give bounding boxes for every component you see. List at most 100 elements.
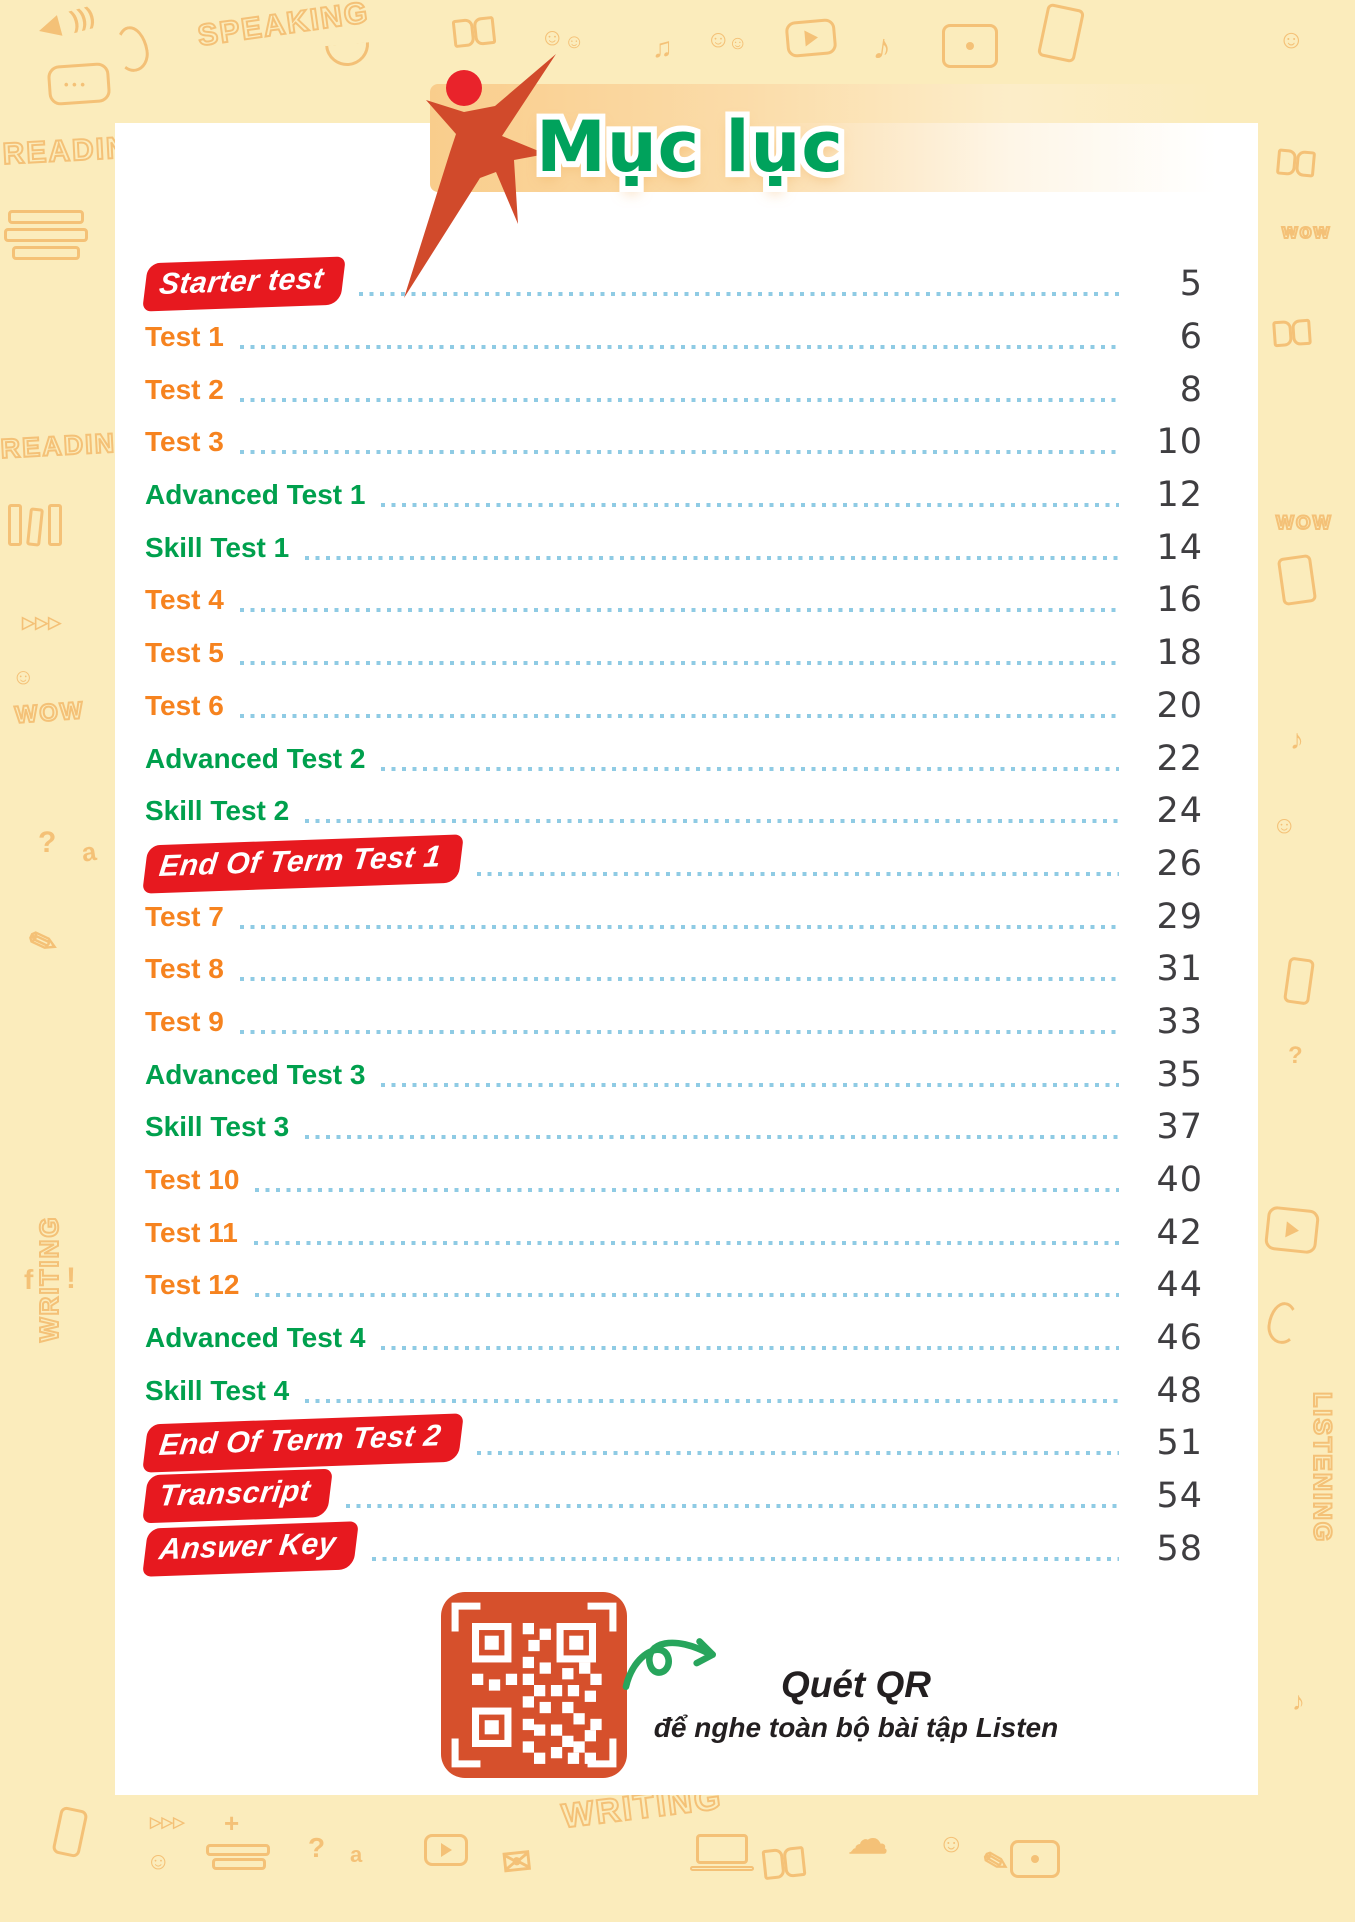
dotted-leader [239,608,1119,613]
doodle-word-writing: WRITING [33,1214,65,1343]
dotted-leader [476,871,1119,876]
curly-arrow-icon [622,1638,717,1690]
toc-page-number: 6 [1179,317,1203,358]
dotted-leader [305,1398,1119,1403]
toc-item-label: Advanced Test 2 [145,742,366,774]
toc-row: Test 2 8 [145,363,1203,416]
doodle-word-wow: WOW [13,696,87,730]
doodle-word-wow: WOW [1275,513,1333,534]
dotted-leader [239,977,1119,982]
toc-row: Test 1 6 [145,311,1203,364]
toc-item-label: Skill Test 1 [145,531,290,563]
qr-code [441,1592,627,1778]
dotted-leader [305,555,1119,560]
doodle-glyph-icon: f [24,1264,34,1295]
doodle-glyph-icon: ☺ [146,1848,171,1875]
smile-icon [325,42,371,68]
doodle-glyph-icon: ☁ [848,1818,888,1862]
dotted-leader [371,1556,1119,1561]
brand-star-logo-icon [404,54,556,298]
page-title: Mục lục Mục lục [520,92,860,212]
dotted-leader [239,397,1119,402]
doodle-glyph-icon: ))) [67,1,98,35]
dotted-leader [239,345,1119,350]
bookshelf-icon [26,507,44,547]
doodle-glyph-icon: ♪ [870,25,895,69]
toc-row: Test 9 33 [145,996,1203,1049]
toc-row: Test 7 29 [145,890,1203,943]
toc-item-label: Test 2 [145,373,224,405]
dotted-leader [346,1504,1119,1509]
open-book-icon [448,14,499,51]
book-icon [8,210,84,224]
toc-row: Answer Key 58 [142,1521,1203,1577]
laptop-icon [696,1834,748,1864]
dotted-leader [253,1240,1119,1245]
ear-icon [112,23,152,75]
tablet-icon [1276,553,1318,607]
doodle-glyph-icon: ◀ [35,8,63,44]
toc-row: Skill Test 2 24 [145,785,1203,838]
toc-page-number: 31 [1156,949,1203,990]
doodle-word-listening: LISTENING [1307,1391,1337,1544]
tv-icon [942,24,998,68]
doodle-glyph-icon: ☺ [728,33,748,54]
toc-page-number: 10 [1156,422,1203,463]
book-icon [212,1858,266,1870]
dotted-leader [305,1135,1119,1140]
dotted-leader [239,661,1119,666]
dotted-leader [359,292,1119,297]
toc-page-number: 29 [1156,896,1203,937]
qr-subheading: để nghe toàn bộ bài tập Listen [653,1712,1059,1743]
toc-item-label: Transcript [142,1468,334,1524]
toc-row: Test 10 40 [145,1154,1203,1207]
laptop-icon [690,1866,754,1871]
dotted-leader [381,766,1119,771]
toc-row: Skill Test 3 37 [145,1101,1203,1154]
doodle-glyph-icon: a [350,1842,363,1867]
toc-row: Transcript 54 [142,1468,1203,1524]
doodle-glyph-icon: ☺ [1278,24,1305,54]
dotted-leader [239,450,1119,455]
toc-row: Advanced Test 4 46 [145,1312,1203,1365]
doodle-glyph-icon: ☺ [12,664,35,689]
doodle-glyph-icon: + [224,1808,240,1838]
play-button-icon [1263,1205,1321,1255]
toc-row: End Of Term Test 1 26 [142,834,1203,894]
toc-item-label: Test 12 [145,1269,240,1301]
doodle-glyph-icon: ? [38,826,57,859]
toc-page-number: 54 [1156,1476,1203,1517]
toc-row: Advanced Test 2 22 [145,732,1203,785]
toc-row: Test 4 16 [145,574,1203,627]
book-icon [12,246,80,260]
open-book-icon [1273,146,1319,180]
play-button-icon [784,17,838,59]
play-button-icon [424,1834,468,1866]
toc-item-label: Advanced Test 3 [145,1058,366,1090]
bookshelf-icon [8,504,22,546]
dotted-leader [305,819,1119,824]
toc-page-number: 22 [1156,738,1203,779]
toc-row: Skill Test 1 14 [145,521,1203,574]
toc-item-label: Test 5 [145,637,224,669]
toc-item-label: Answer Key [142,1521,359,1577]
dotted-leader [381,1346,1119,1351]
page-title-text: Mục lục [536,106,844,188]
toc-page-number: 8 [1179,369,1203,410]
open-book-icon [758,1844,809,1883]
toc-page-number: 46 [1156,1318,1203,1359]
doodle-glyph-icon: • • • [64,77,85,92]
toc-page-number: 14 [1156,527,1203,568]
doodle-glyph-icon: ♪ [1292,1686,1305,1716]
doodle-glyph-icon: ! [66,1262,76,1295]
toc-item-label: Skill Test 3 [145,1111,290,1143]
toc-item-label: Skill Test 2 [145,795,290,827]
toc-item-label: Test 8 [145,953,224,985]
toc-page-number: 16 [1156,580,1203,621]
toc-item-label: Test 4 [145,584,224,616]
toc-row: End Of Term Test 2 51 [142,1413,1203,1474]
dotted-leader [255,1188,1119,1193]
doodle-glyph-icon: ▷▷▷ [22,613,62,632]
toc-page-number: 44 [1156,1265,1203,1306]
